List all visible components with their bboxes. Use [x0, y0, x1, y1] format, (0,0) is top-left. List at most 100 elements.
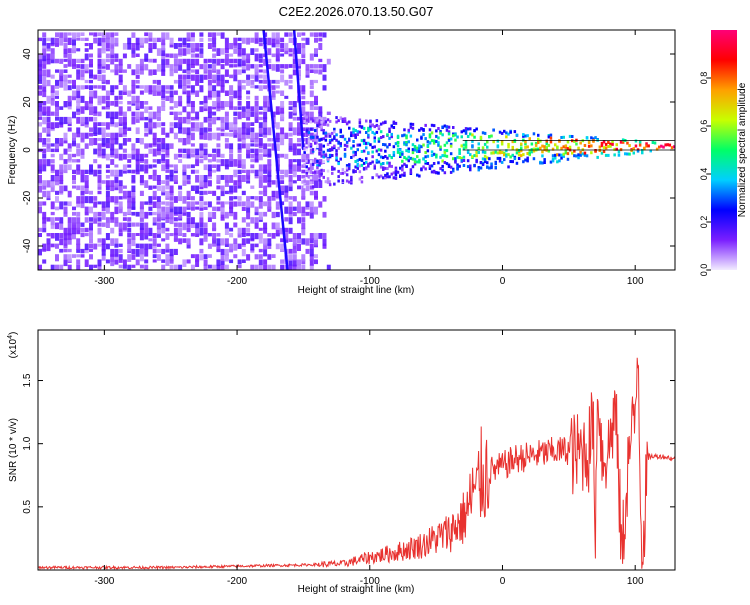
spectrogram-cell	[89, 264, 93, 270]
spectrogram-cell	[110, 254, 115, 262]
spectrogram-cell	[122, 153, 127, 160]
spectrogram-cell	[458, 164, 461, 168]
spectrogram-cell	[80, 69, 85, 77]
spectrogram-cell	[42, 116, 47, 125]
spectrogram-cell	[369, 127, 372, 131]
spectrogram-cell	[55, 111, 59, 117]
spectrogram-cell	[309, 168, 313, 172]
spectrogram-cell	[84, 37, 89, 41]
spectrogram-cell	[101, 127, 106, 135]
spectrogram-cell	[233, 37, 238, 46]
spectrogram-cell	[50, 53, 55, 60]
spectrogram-cell	[284, 217, 289, 222]
spectrogram-cell	[460, 135, 463, 139]
spectrogram-cell	[46, 238, 51, 245]
spectrogram-cell	[348, 180, 351, 184]
spectrogram-cell	[207, 159, 212, 163]
spectrogram-cell	[526, 156, 529, 160]
spectrogram-cell	[309, 254, 314, 261]
spectrogram-cell	[316, 118, 319, 122]
spectrogram-cell	[263, 116, 268, 123]
spectrogram-cell	[386, 172, 389, 176]
spectrogram-cell	[105, 196, 110, 203]
spectrogram-cell	[322, 137, 325, 141]
spectrogram-cell	[271, 95, 276, 100]
spectrogram-cell	[384, 143, 387, 147]
spectrogram-cell	[97, 243, 102, 247]
spectrogram-cell	[152, 43, 157, 50]
spectrogram-cell	[432, 141, 436, 145]
spectrogram-cell	[280, 132, 285, 139]
spectrogram-cell	[307, 136, 311, 140]
spectrogram-marks	[38, 30, 675, 270]
spectrogram-cell	[481, 131, 485, 135]
spectrogram-cell	[148, 69, 153, 76]
spectrogram-cell	[309, 238, 314, 244]
spectrogram-cell	[233, 48, 238, 54]
spectrogram-cell	[42, 243, 47, 251]
spectrogram-cell	[403, 141, 406, 145]
spectrogram-cell	[358, 130, 362, 134]
spectrogram-cell	[517, 153, 521, 157]
spectrogram-cell	[97, 64, 102, 69]
spectrogram-cell	[384, 120, 387, 124]
spectrogram-cell	[301, 164, 306, 168]
spectrogram-cell	[579, 150, 582, 154]
spectrogram-cell	[331, 148, 334, 152]
spectrogram-cell	[173, 69, 178, 74]
spectrogram-cell	[131, 238, 136, 247]
spectrogram-cell	[318, 163, 321, 167]
spectrogram-cell	[110, 138, 115, 144]
spectrogram-cell	[271, 64, 276, 71]
spectrogram-cell	[229, 53, 234, 57]
spectrogram-cell	[530, 150, 534, 154]
spectrogram-cell	[326, 157, 330, 161]
spectrogram-cell	[42, 53, 47, 62]
spectrogram-cell	[318, 116, 323, 123]
spectrogram-cell	[522, 134, 525, 138]
spectrogram-cell	[377, 175, 381, 179]
spectrogram-cell	[139, 248, 144, 255]
spectrogram-streak	[292, 30, 305, 151]
spectrogram-cell	[233, 132, 238, 138]
spectrogram-cell	[405, 157, 408, 161]
spectrogram-cell	[173, 248, 178, 255]
spectrogram-cell	[396, 136, 400, 139]
spectrogram-cell	[216, 32, 221, 36]
spectrogram-cell	[246, 58, 251, 64]
spectrogram-cell	[178, 101, 183, 107]
spectrogram-cell	[318, 111, 323, 120]
spectrogram-cell	[335, 133, 338, 137]
spectrogram-cell	[131, 53, 136, 58]
spectrogram-cell	[114, 37, 119, 44]
spectrogram-cell	[483, 158, 487, 162]
spectrogram-cell	[267, 264, 272, 270]
spectrogram-cell	[607, 145, 610, 148]
spectrogram-cell	[165, 227, 170, 232]
spectrogram-cell	[93, 148, 98, 155]
spectrogram-cell	[362, 142, 366, 145]
spectrogram-cell	[50, 222, 55, 229]
spectrogram-cell	[216, 79, 221, 87]
spectrogram-cell	[246, 238, 251, 244]
spectrogram-cell	[280, 37, 285, 43]
spectrogram-cell	[212, 79, 217, 84]
spectrogram-cell	[97, 175, 102, 183]
spectrogram-cell	[118, 143, 123, 150]
spectrogram-cell	[369, 123, 372, 127]
spectrogram-cell	[258, 238, 263, 244]
spectrogram-cell	[131, 116, 136, 125]
spectrogram-cell	[292, 196, 297, 202]
spectrogram-cell	[84, 175, 89, 181]
spectrogram-cell	[250, 243, 255, 251]
spectrogram-cell	[186, 111, 191, 120]
spectrogram-cell	[190, 132, 195, 141]
spectrogram-cell	[481, 163, 485, 166]
spectrogram-cell	[59, 222, 64, 230]
spectrogram-cell	[203, 238, 208, 242]
spectrogram-cell	[394, 170, 398, 174]
spectrogram-cell	[156, 159, 161, 164]
spectrogram-cell	[63, 58, 68, 62]
spectrogram-cell	[258, 264, 263, 270]
spectrogram-cell	[405, 143, 408, 147]
